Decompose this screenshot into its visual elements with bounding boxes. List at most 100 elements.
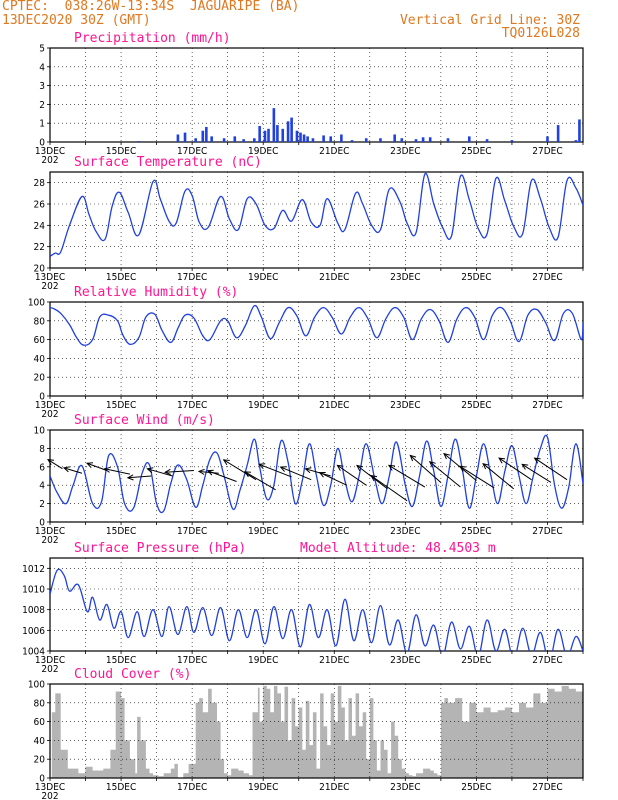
panel-cloud: 13DEC 15DEC 17DEC 19DEC 21DEC 23DEC 25DEC 27DEC… bbox=[28, 667, 584, 800]
precip-bar bbox=[272, 108, 276, 142]
y-tick-label: 24 bbox=[34, 221, 46, 232]
y-tick-label: 0 bbox=[39, 392, 45, 403]
x-tick-label: 21DEC bbox=[319, 272, 349, 283]
x-tick-label: 13DEC bbox=[35, 146, 65, 157]
wind-vector-head bbox=[482, 462, 490, 470]
wind-vector-shaft bbox=[223, 459, 257, 481]
precip-bar bbox=[295, 130, 299, 142]
wind-vector-shaft bbox=[127, 475, 152, 479]
y-tick-label: 6 bbox=[39, 462, 45, 473]
y-tick-label: 0 bbox=[39, 138, 45, 149]
y-tick-label: 80 bbox=[34, 316, 46, 327]
x-tick-label: 19DEC bbox=[248, 655, 278, 666]
wind-vector-shaft bbox=[498, 457, 532, 481]
precip-bar bbox=[302, 134, 306, 142]
plot-frame bbox=[49, 683, 584, 779]
precip-bar bbox=[263, 130, 267, 142]
precip-bar bbox=[233, 136, 237, 142]
x-tick-label: 17DEC bbox=[177, 272, 207, 283]
wind-vector-head bbox=[533, 457, 541, 464]
panel-title: Cloud Cover (%) bbox=[74, 667, 191, 682]
panel-title: Relative Humidity (%) bbox=[74, 285, 238, 300]
precip-bar bbox=[201, 130, 205, 142]
plot-frame bbox=[49, 47, 584, 143]
y-tick-label: 1010 bbox=[22, 585, 45, 596]
precip-bar bbox=[311, 138, 315, 142]
wind-vector-shaft bbox=[482, 463, 515, 490]
y-tick-label: 80 bbox=[34, 698, 46, 709]
x-tick-label: 13DEC bbox=[35, 655, 65, 666]
wind-vector-shaft bbox=[319, 472, 347, 486]
header-model-id: TQ0126L028 bbox=[501, 26, 580, 41]
wind-vector-shaft bbox=[521, 464, 552, 483]
x-tick-label: 25DEC bbox=[461, 146, 491, 157]
press-series-line bbox=[50, 568, 583, 651]
x-tick-label: 27DEC bbox=[532, 655, 562, 666]
x-year-label-cut: 202 bbox=[41, 281, 58, 292]
x-tick-label: 17DEC bbox=[177, 146, 207, 157]
wind-vector-head bbox=[47, 458, 55, 465]
x-tick-label: 23DEC bbox=[390, 146, 420, 157]
y-tick-label: 10 bbox=[34, 426, 46, 437]
x-tick-label: 25DEC bbox=[461, 400, 491, 411]
x-tick-label: 17DEC bbox=[177, 526, 207, 537]
x-tick-label: 17DEC bbox=[177, 655, 207, 666]
wind-vector-shaft bbox=[429, 461, 461, 488]
wind-vector-head bbox=[459, 465, 466, 472]
x-tick-label: 15DEC bbox=[106, 272, 136, 283]
x-tick-label: 23DEC bbox=[390, 526, 420, 537]
y-tick-label: 3 bbox=[39, 81, 45, 92]
precip-bar bbox=[299, 132, 302, 142]
header-date: 13DEC2020 30Z (GMT) bbox=[2, 13, 151, 28]
x-year-label-cut: 202 bbox=[41, 791, 58, 800]
wind-vector-shaft bbox=[409, 455, 442, 483]
wind-vector-head bbox=[318, 472, 326, 478]
precip-bar bbox=[393, 134, 396, 142]
y-tick-label: 4 bbox=[39, 62, 45, 73]
wind-vector-head bbox=[103, 466, 111, 473]
y-tick-label: 1 bbox=[39, 119, 45, 130]
wind-vector-head bbox=[86, 462, 94, 468]
precip-bar bbox=[485, 139, 489, 142]
precip-bar bbox=[546, 136, 549, 142]
wind-vector-shaft bbox=[280, 466, 312, 481]
precip-bar bbox=[222, 138, 226, 142]
y-tick-label: 28 bbox=[34, 178, 46, 189]
precip-bar bbox=[286, 121, 290, 142]
x-tick-label: 13DEC bbox=[35, 782, 65, 793]
y-tick-label: 60 bbox=[34, 717, 46, 728]
wind-vector-head bbox=[279, 466, 287, 472]
y-tick-label: 1006 bbox=[22, 626, 45, 637]
wind-vector-head bbox=[336, 464, 344, 471]
precip-bar bbox=[556, 125, 560, 142]
precip-bar bbox=[340, 134, 343, 142]
precip-bar bbox=[364, 138, 368, 142]
wind-vector-head bbox=[370, 474, 378, 482]
wind-vector-shaft bbox=[147, 468, 173, 477]
x-tick-label: 15DEC bbox=[106, 400, 136, 411]
x-tick-label: 21DEC bbox=[319, 655, 349, 666]
panel-title: Surface Temperature (nC) bbox=[74, 155, 262, 170]
panel-rh: 13DEC 15DEC 17DEC 19DEC 21DEC 23DEC 25DEC 27DEC… bbox=[28, 285, 584, 420]
plot-frame bbox=[49, 557, 584, 652]
precip-bar bbox=[258, 126, 261, 142]
rh-series-line bbox=[50, 304, 583, 346]
x-tick-label: 13DEC bbox=[35, 526, 65, 537]
y-tick-label: 2 bbox=[39, 100, 45, 111]
wind-vector-shaft bbox=[165, 469, 194, 473]
x-tick-label: 23DEC bbox=[390, 782, 420, 793]
x-tick-label: 19DEC bbox=[248, 146, 278, 157]
wind-vector-head bbox=[197, 468, 205, 475]
precip-bar bbox=[253, 138, 256, 142]
precip-bar bbox=[210, 136, 213, 142]
x-tick-label: 23DEC bbox=[390, 272, 420, 283]
precip-bar bbox=[205, 126, 208, 142]
wind-series-line bbox=[50, 434, 583, 514]
wind-vector-head bbox=[222, 459, 230, 466]
wind-vector-shaft bbox=[388, 465, 426, 488]
precip-bar bbox=[290, 117, 293, 142]
precip-bar bbox=[578, 119, 581, 142]
plot-frame bbox=[49, 301, 584, 397]
x-tick-label: 13DEC bbox=[35, 400, 65, 411]
header-station: CPTEC: 038:26W-13:34S JAGUARIPE (BA) bbox=[2, 0, 300, 14]
